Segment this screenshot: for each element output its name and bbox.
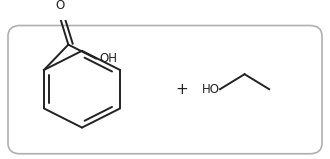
Text: O: O xyxy=(55,0,64,12)
FancyBboxPatch shape xyxy=(8,25,322,154)
Text: +: + xyxy=(176,82,188,97)
Text: HO: HO xyxy=(202,83,220,96)
Text: OH: OH xyxy=(99,52,117,65)
